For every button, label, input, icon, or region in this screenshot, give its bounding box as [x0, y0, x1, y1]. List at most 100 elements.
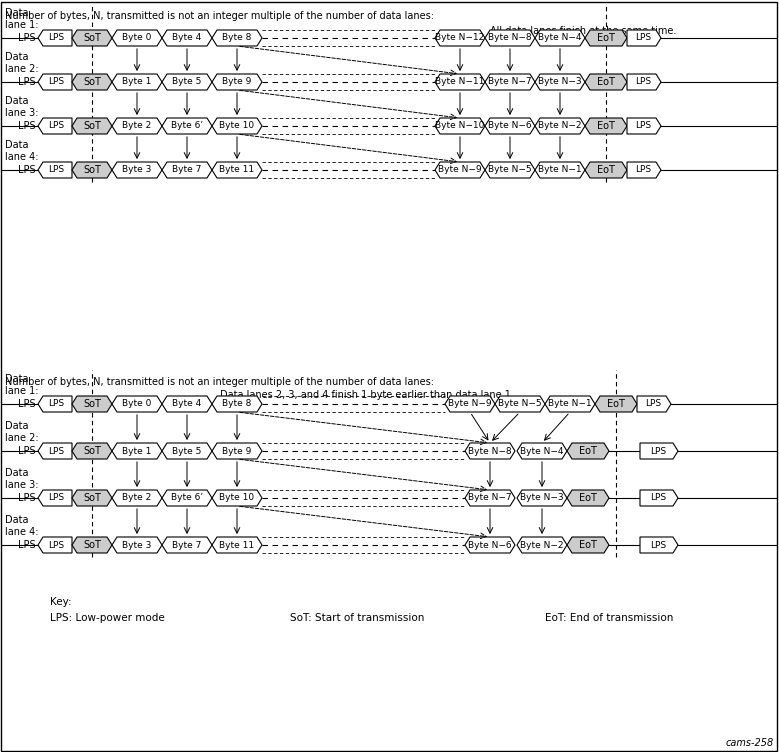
Polygon shape — [627, 30, 661, 46]
Text: EoT: EoT — [597, 33, 615, 43]
Text: SoT: SoT — [83, 165, 101, 175]
Text: Byte 8: Byte 8 — [222, 34, 252, 43]
Polygon shape — [465, 537, 515, 553]
Polygon shape — [112, 74, 162, 90]
Text: Byte N−4: Byte N−4 — [520, 447, 564, 456]
Polygon shape — [162, 537, 212, 553]
Polygon shape — [435, 162, 485, 178]
Text: Byte N−3: Byte N−3 — [538, 77, 582, 86]
Text: Byte 7: Byte 7 — [172, 541, 202, 550]
Text: Byte N−5: Byte N−5 — [499, 399, 542, 408]
Text: Byte N−1: Byte N−1 — [538, 165, 582, 174]
Text: Byte N−4: Byte N−4 — [538, 34, 582, 43]
Polygon shape — [595, 396, 637, 412]
Polygon shape — [485, 162, 535, 178]
Polygon shape — [72, 118, 112, 134]
Text: Data lanes 2, 3, and 4 finish 1 byte earlier than data lane 1.: Data lanes 2, 3, and 4 finish 1 byte ear… — [220, 390, 514, 400]
Polygon shape — [535, 74, 585, 90]
Polygon shape — [212, 443, 262, 459]
Polygon shape — [112, 396, 162, 412]
Text: Number of bytes, N, transmitted is not an integer multiple of the number of data: Number of bytes, N, transmitted is not a… — [5, 11, 434, 21]
Text: Byte 6’: Byte 6’ — [171, 122, 203, 131]
Polygon shape — [38, 537, 72, 553]
Text: LPS: Low-power mode: LPS: Low-power mode — [50, 613, 164, 623]
Polygon shape — [640, 537, 678, 553]
Text: Byte 3: Byte 3 — [122, 541, 152, 550]
Text: Byte 6’: Byte 6’ — [171, 493, 203, 502]
Polygon shape — [72, 162, 112, 178]
Text: LPS: LPS — [48, 165, 64, 174]
Polygon shape — [465, 490, 515, 506]
Polygon shape — [162, 443, 212, 459]
Polygon shape — [72, 537, 112, 553]
Polygon shape — [485, 118, 535, 134]
Polygon shape — [212, 490, 262, 506]
Text: Byte 7: Byte 7 — [172, 165, 202, 174]
Polygon shape — [212, 537, 262, 553]
Text: Byte 3: Byte 3 — [122, 165, 152, 174]
Text: Data
lane 1:: Data lane 1: — [5, 374, 38, 396]
Text: LPS: LPS — [635, 165, 651, 174]
Text: SoT: Start of transmission: SoT: Start of transmission — [290, 613, 425, 623]
Polygon shape — [112, 30, 162, 46]
Text: LPS: LPS — [48, 77, 64, 86]
Text: LPS: LPS — [635, 77, 651, 86]
Text: Key:: Key: — [50, 597, 72, 607]
Text: LPS: LPS — [650, 541, 666, 550]
Text: Byte 10: Byte 10 — [220, 122, 255, 131]
Text: Byte 5: Byte 5 — [172, 77, 202, 86]
Polygon shape — [640, 490, 678, 506]
Text: LPS: LPS — [48, 447, 64, 456]
Text: Data
lane 3:: Data lane 3: — [5, 96, 38, 117]
Polygon shape — [465, 443, 515, 459]
Polygon shape — [567, 443, 609, 459]
Polygon shape — [38, 396, 72, 412]
Text: LPS: LPS — [19, 165, 36, 175]
Text: LPS: LPS — [19, 493, 36, 503]
Text: Number of bytes, N, transmitted is not an integer multiple of the number of data: Number of bytes, N, transmitted is not a… — [5, 377, 434, 387]
Text: Byte 11: Byte 11 — [220, 541, 255, 550]
Text: SoT: SoT — [83, 121, 101, 131]
Text: Byte 8: Byte 8 — [222, 399, 252, 408]
Text: Byte N−9: Byte N−9 — [438, 165, 482, 174]
Text: Byte N−12: Byte N−12 — [435, 34, 485, 43]
Text: SoT: SoT — [83, 493, 101, 503]
Text: Data
lane 2:: Data lane 2: — [5, 421, 39, 443]
Polygon shape — [38, 118, 72, 134]
Polygon shape — [162, 490, 212, 506]
Text: LPS: LPS — [645, 399, 661, 408]
Text: Byte N−1: Byte N−1 — [548, 399, 592, 408]
Text: Byte 5: Byte 5 — [172, 447, 202, 456]
Text: Byte N−8: Byte N−8 — [488, 34, 532, 43]
Polygon shape — [72, 74, 112, 90]
Text: LPS: LPS — [48, 34, 64, 43]
Text: LPS: LPS — [19, 446, 36, 456]
Polygon shape — [162, 396, 212, 412]
Polygon shape — [162, 74, 212, 90]
Text: LPS: LPS — [19, 121, 36, 131]
Text: Byte N−8: Byte N−8 — [468, 447, 512, 456]
Text: Data
lane 4:: Data lane 4: — [5, 140, 38, 162]
Polygon shape — [535, 162, 585, 178]
Text: LPS: LPS — [635, 34, 651, 43]
Text: EoT: EoT — [579, 446, 597, 456]
Polygon shape — [435, 74, 485, 90]
Polygon shape — [517, 490, 567, 506]
Text: Byte 1: Byte 1 — [122, 447, 152, 456]
Text: EoT: EoT — [597, 77, 615, 87]
Text: LPS: LPS — [48, 493, 64, 502]
Polygon shape — [445, 396, 495, 412]
Polygon shape — [545, 396, 595, 412]
Text: Byte N−3: Byte N−3 — [520, 493, 564, 502]
Polygon shape — [585, 30, 627, 46]
Text: Byte 2: Byte 2 — [122, 493, 152, 502]
Text: Byte 0: Byte 0 — [122, 399, 152, 408]
Text: SoT: SoT — [83, 540, 101, 550]
Polygon shape — [212, 118, 262, 134]
Text: Byte N−7: Byte N−7 — [468, 493, 512, 502]
Text: Byte 9: Byte 9 — [222, 447, 252, 456]
Text: Byte N−2: Byte N−2 — [520, 541, 564, 550]
Text: Data
lane 2:: Data lane 2: — [5, 52, 39, 74]
Text: LPS: LPS — [19, 399, 36, 409]
Polygon shape — [38, 30, 72, 46]
